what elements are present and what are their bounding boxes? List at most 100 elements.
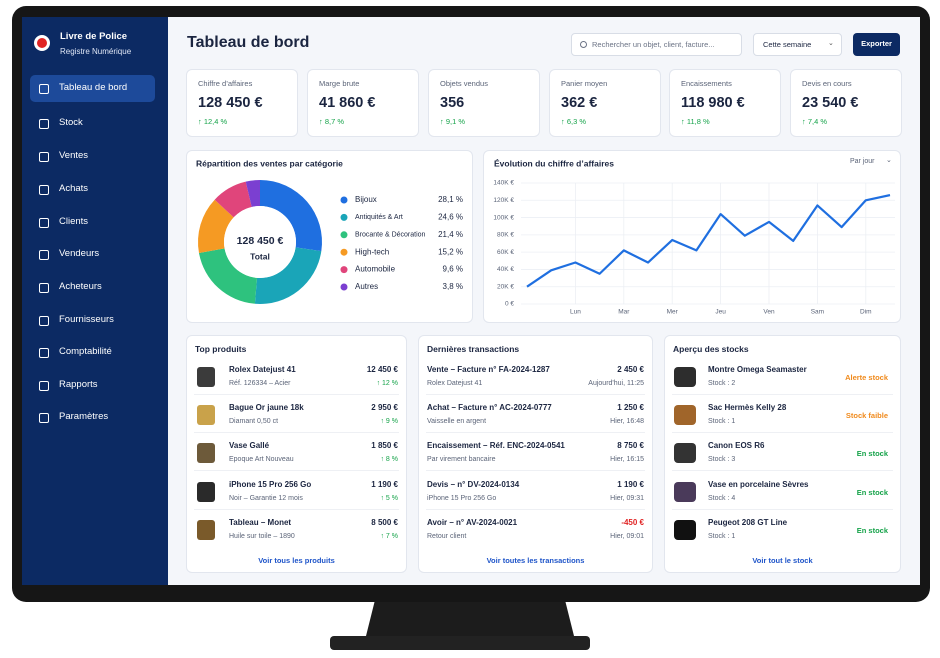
product-thumb [197,443,215,463]
brand-subtitle: Registre Numérique [60,47,132,57]
nav-icon [39,348,49,358]
product-thumb [197,482,215,502]
product-price: 12 450 € [366,365,398,375]
kpi-label: Chiffre d’affaires [198,79,253,88]
stock-status: En stock [856,487,888,497]
product-detail: Réf. 126334 – Acier [229,379,291,387]
row-divider [194,394,399,395]
kpi-change: ↑ 8,7 % [319,117,345,126]
top_products-card [186,335,407,573]
product-price: 2 950 € [371,403,398,413]
product-name: iPhone 15 Pro 256 Go [229,480,312,490]
granularity-select[interactable]: Par jour ⌄ [846,157,894,171]
row-divider [426,470,645,471]
stock-qty: Stock : 3 [708,455,736,463]
card-link[interactable]: Voir tout le stock [752,556,813,565]
stock-name: Montre Omega Seamaster [708,365,807,375]
transaction-title: Vente – Facture n° FA-2024-1287 [427,365,550,375]
product-thumb [197,367,215,387]
card-title: Dernières transactions [427,343,520,354]
product-change: ↑ 7 % [380,532,398,540]
nav-item[interactable]: Achats [30,176,155,203]
transaction-title: Avoir – n° AV-2024-0021 [427,518,518,528]
row-divider [672,432,893,433]
product-change: ↑ 12 % [376,379,398,387]
stock-qty: Stock : 1 [708,532,736,540]
product-price: 8 500 € [371,518,398,528]
nav-item[interactable]: Vendeurs [30,241,155,268]
kpi-change: ↑ 6,3 % [561,117,587,126]
kpi-label: Marge brute [319,79,360,88]
product-name: Bague Or jaune 18k [229,403,304,413]
transaction-amount: 2 450 € [617,365,644,375]
stock-qty: Stock : 2 [708,379,736,387]
product-detail: Epoque Art Nouveau [229,455,294,463]
kpi-card: Encaissements 118 980 € ↑ 11,8 % [669,69,781,137]
product-thumb [197,520,215,540]
row-divider [426,394,645,395]
nav-icon [39,316,49,326]
nav-icon [39,152,49,162]
stock-name: Vase en porcelaine Sèvres [708,480,809,490]
card-title: Top produits [195,343,247,354]
nav-icon [39,119,49,129]
transaction-title: Devis – n° DV-2024-0134 [427,480,520,490]
stock-status: Stock faible [845,410,888,420]
stock-qty: Stock : 4 [708,494,736,502]
nav-icon [39,381,49,391]
transaction-detail: Par virement bancaire [427,455,496,463]
search-box[interactable]: Rechercher un objet, client, facture... [571,33,742,56]
product-detail: Huile sur toile – 1890 [229,532,295,540]
kpi-label: Objets vendus [440,79,488,88]
kpi-value: 41 860 € [319,95,376,111]
nav-label: Ventes [59,150,89,161]
period-label: Cette semaine [763,40,812,49]
nav-label: Stock [59,117,83,128]
nav-label: Comptabilité [59,346,112,357]
stock-thumb [674,520,696,540]
nav-item[interactable]: Acheteurs [30,274,155,301]
nav-item[interactable]: Fournisseurs [30,307,155,334]
nav-label: Vendeurs [59,248,100,259]
product-change: ↑ 9 % [380,417,398,425]
transactions-card [418,335,653,573]
stock-name: Sac Hermès Kelly 28 [708,403,787,413]
kpi-label: Encaissements [681,79,732,88]
stock-thumb [674,405,696,425]
nav-item[interactable]: Tableau de bord [30,75,155,102]
kpi-change: ↑ 7,4 % [802,117,828,126]
export-label: Exporter [861,39,892,48]
product-change: ↑ 5 % [380,494,398,502]
nav-item[interactable]: Ventes [30,143,155,170]
card-link[interactable]: Voir tous les produits [258,556,335,565]
stock-name: Canon EOS R6 [708,441,765,451]
nav-icon [39,185,49,195]
transaction-time: Hier, 16:15 [610,455,644,463]
stock-status: En stock [856,525,888,535]
row-divider [672,470,893,471]
transaction-detail: Vaisselle en argent [427,417,487,425]
kpi-card: Marge brute 41 860 € ↑ 8,7 % [307,69,419,137]
search-icon [580,41,587,48]
nav-label: Rapports [59,379,98,390]
product-detail: Diamant 0,50 ct [229,417,279,425]
nav-item[interactable]: Clients [30,209,155,236]
period-select[interactable]: Cette semaine ⌄ [753,33,842,56]
transaction-amount: 1 190 € [617,480,644,490]
nav-item[interactable]: Rapports [30,372,155,399]
chevron: ⌄ [828,40,834,47]
row-divider [194,432,399,433]
nav-item[interactable]: Paramètres [30,404,155,431]
stock-thumb [674,367,696,387]
row-divider [672,394,893,395]
nav-label: Paramètres [59,411,109,422]
export-button[interactable]: Exporter [853,33,900,56]
stock-thumb [674,443,696,463]
stock-thumb [674,482,696,502]
nav-item[interactable]: Comptabilité [30,339,155,366]
nav-item[interactable]: Stock [30,110,155,137]
card-link[interactable]: Voir toutes les transactions [486,556,585,565]
line-card [483,150,901,323]
kpi-value: 356 [440,95,465,111]
nav-icon [39,283,49,293]
